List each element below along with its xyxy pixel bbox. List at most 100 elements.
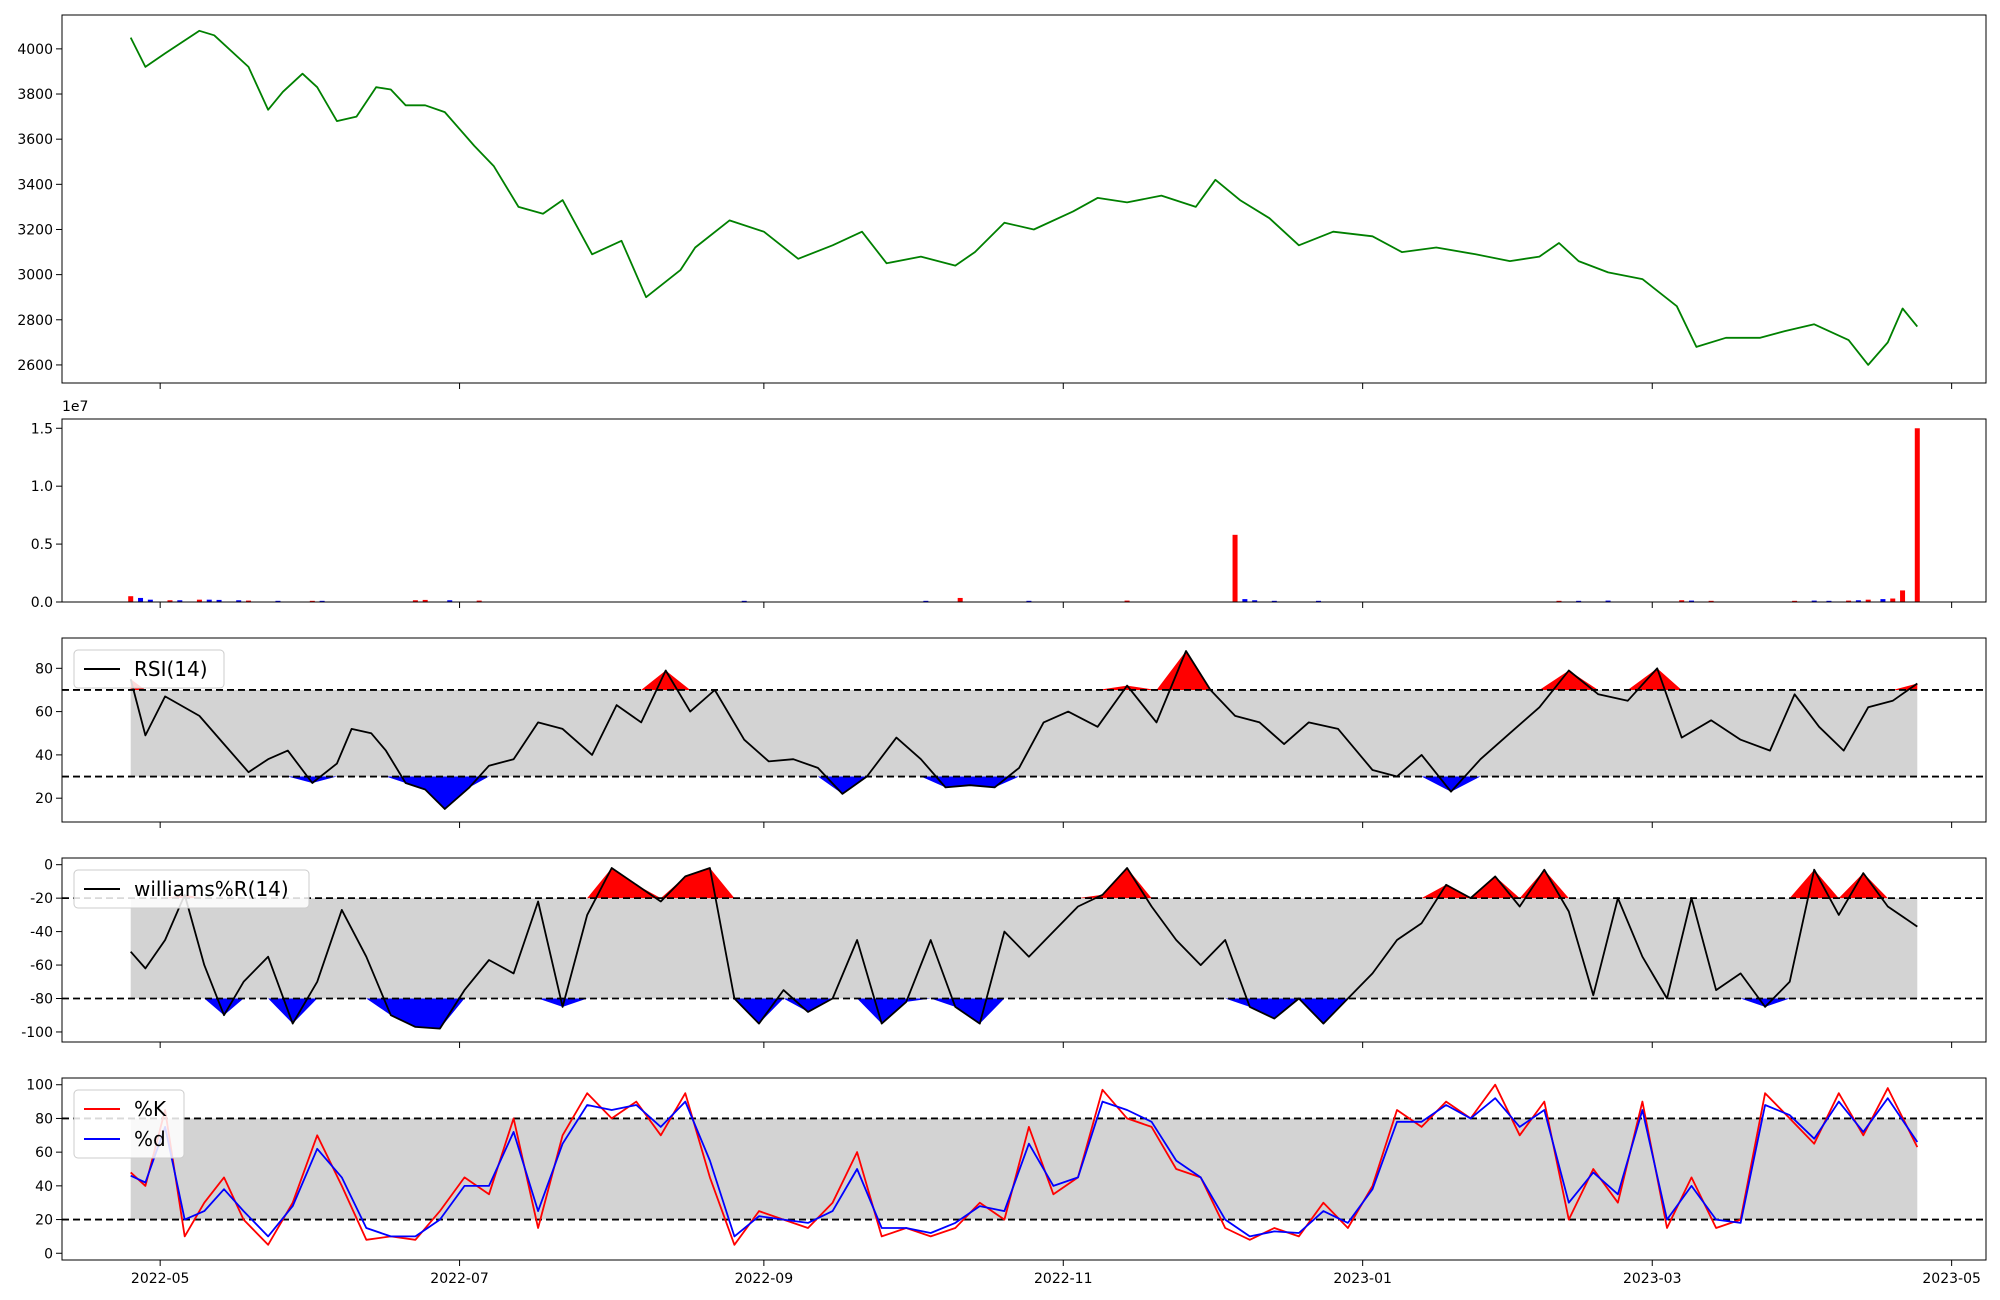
- rsi-neutral-band: [130, 689, 1918, 777]
- xtick-label: 2022-07: [430, 1271, 489, 1287]
- price-ytick-label: 4000: [17, 42, 53, 58]
- volume-bar: [1271, 600, 1277, 602]
- williams-legend-box: [73, 869, 310, 909]
- williams-series-line-1: [130, 867, 1918, 1030]
- price-ytick-label: 2600: [17, 358, 53, 374]
- williams-panel: -100 -80 -60 -40 -20 0 williams%R(14): [21, 857, 1987, 1048]
- rsi-overbought-fill: [130, 650, 1918, 690]
- price-panel: 2600 2800 3000 3200 3400 3600 3800 4000: [17, 14, 1987, 389]
- price-ytick-label: 3800: [17, 87, 53, 103]
- stochastic-ytick-label: 20: [35, 1213, 53, 1229]
- stochastic-ytick-label: 40: [35, 1179, 53, 1195]
- rsi-panel: 20 40 60 80 RSI(14): [35, 637, 1987, 828]
- williams-ytick-label: -100: [21, 1025, 53, 1041]
- volume-bar: [1026, 600, 1032, 602]
- volume-bar: [1252, 600, 1258, 602]
- rsi-ytick-label: 60: [35, 705, 53, 721]
- rsi-series-line-1: [129, 650, 1918, 810]
- williams-neutral-band: [130, 898, 1918, 999]
- volume-bar: [422, 599, 428, 602]
- volume-bar: [1576, 600, 1582, 602]
- volume-bar: [177, 600, 183, 602]
- volume-bar: [216, 599, 222, 602]
- stochastic-axes-frame: [61, 1077, 1987, 1261]
- volume-bar: [1792, 600, 1798, 602]
- volume-bar: [1242, 599, 1248, 602]
- xtick-label: 2022-11: [1034, 1271, 1093, 1287]
- williams-ytick-label: 0: [44, 858, 53, 874]
- williams-plot-area: [62, 867, 1986, 1030]
- volume-bar: [1689, 600, 1695, 602]
- stochastic-series-line-2: [130, 1097, 1919, 1238]
- stochastic-ytick-label: 60: [35, 1145, 53, 1161]
- rsi-axes-frame: [61, 637, 1987, 823]
- stochastic-ytick-label: 0: [44, 1246, 53, 1262]
- volume-bar: [128, 596, 134, 602]
- stochastic-legend-label: %K: [134, 1097, 167, 1121]
- stochastic-panel: 0 20 40 60 80 100 2022-05 2022-07 2022-09 2022-11…: [26, 1077, 1987, 1287]
- volume-bar: [1826, 600, 1832, 602]
- volume-bar: [1865, 599, 1871, 602]
- volume-bar: [957, 597, 963, 602]
- volume-bar: [476, 600, 482, 602]
- williams-oversold-fill: [130, 998, 1918, 1029]
- stochastic-neutral-band: [130, 1118, 1918, 1220]
- volume-bar: [1232, 534, 1238, 602]
- volume-bar: [1900, 590, 1906, 602]
- stochastic-legend: %K %d: [73, 1089, 185, 1159]
- volume-bar: [412, 600, 418, 602]
- volume-bar: [275, 600, 281, 602]
- volume-ytick-label: 1.0: [31, 479, 53, 495]
- stochastic-ytick-label: 100: [26, 1078, 53, 1094]
- price-ytick-label: 3600: [17, 132, 53, 148]
- volume-bar: [1124, 600, 1130, 602]
- volume-bar: [923, 600, 929, 602]
- volume-bar: [196, 599, 202, 602]
- williams-legend-label: williams%R(14): [134, 877, 289, 901]
- volume-bar: [1811, 600, 1817, 602]
- volume-bar: [1890, 598, 1896, 602]
- williams-ytick-label: -60: [30, 958, 53, 974]
- volume-bar: [1708, 600, 1714, 602]
- volume-bar: [309, 600, 315, 602]
- price-ytick-label: 3200: [17, 222, 53, 238]
- williams-axes-frame: [61, 857, 1987, 1043]
- xtick-label: 2022-05: [131, 1271, 190, 1287]
- volume-bar: [138, 597, 144, 602]
- volume-bar: [1315, 600, 1321, 602]
- volume-axes-frame: [61, 418, 1987, 603]
- volume-bar: [1679, 600, 1685, 602]
- rsi-plot-area: [62, 650, 1986, 810]
- stochastic-series-line-1: [130, 1083, 1919, 1246]
- rsi-legend-box: [73, 649, 225, 689]
- xtick-label: 2023-01: [1333, 1271, 1392, 1287]
- stochastic-ytick-label: 80: [35, 1111, 53, 1127]
- volume-bar: [206, 599, 212, 602]
- price-ytick-label: 3400: [17, 177, 53, 193]
- xtick-label: 2022-09: [735, 1271, 794, 1287]
- volume-bar: [1605, 600, 1611, 602]
- volume-exponent-label: 1e7: [62, 399, 88, 415]
- volume-bar: [236, 600, 242, 602]
- rsi-ytick-label: 40: [35, 748, 53, 764]
- volume-plot-area: [128, 428, 1920, 602]
- price-plot-area: [129, 29, 1918, 366]
- williams-ytick-label: -40: [30, 925, 53, 941]
- volume-ytick-label: 1.5: [31, 421, 53, 437]
- rsi-legend: RSI(14): [73, 649, 225, 689]
- volume-bar: [741, 600, 747, 602]
- williams-ytick-label: -20: [30, 891, 53, 907]
- stochastic-legend-label: %d: [134, 1127, 166, 1151]
- williams-ytick-label: -80: [30, 992, 53, 1008]
- stochastic-legend-box: [73, 1089, 185, 1159]
- volume-bar: [319, 600, 325, 602]
- williams-overbought-fill: [130, 868, 1918, 899]
- price-ytick-label: 3000: [17, 268, 53, 284]
- xtick-label: 2023-03: [1623, 1271, 1682, 1287]
- volume-bar: [246, 600, 252, 602]
- volume-bar: [147, 599, 153, 602]
- rsi-ytick-label: 80: [35, 661, 53, 677]
- williams-legend: williams%R(14): [73, 869, 310, 909]
- rsi-legend-label: RSI(14): [134, 657, 208, 681]
